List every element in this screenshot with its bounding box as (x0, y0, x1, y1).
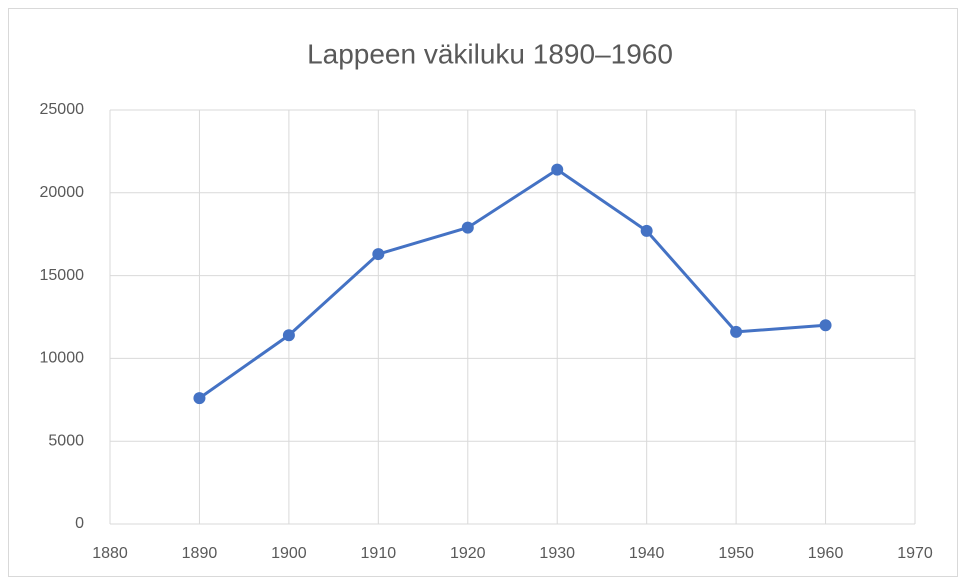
x-tick-label: 1890 (182, 545, 218, 562)
marker (551, 163, 564, 176)
x-tick-label: 1910 (361, 545, 397, 562)
y-tick-label: 25000 (40, 101, 85, 118)
x-tick-label: 1920 (450, 545, 486, 562)
chart-title: Lappeen väkiluku 1890–1960 (307, 38, 673, 69)
chart-frame (8, 8, 958, 577)
x-tick-label: 1930 (539, 545, 575, 562)
marker (819, 319, 832, 332)
y-tick-label: 10000 (40, 350, 85, 367)
y-tick-label: 5000 (48, 432, 84, 449)
marker (461, 221, 474, 234)
x-tick-label: 1900 (271, 545, 307, 562)
marker (372, 248, 385, 261)
line (198, 168, 826, 400)
x-tick-label: 1940 (629, 545, 665, 562)
x-tick-label: 1960 (808, 545, 844, 562)
y-tick-label: 15000 (40, 267, 85, 284)
marker (282, 329, 295, 342)
marker (193, 392, 206, 405)
marker (640, 224, 653, 237)
marker (730, 325, 743, 338)
x-tick-label: 1950 (718, 545, 754, 562)
x-tick-label: 1880 (92, 545, 128, 562)
x-tick-label: 1970 (897, 545, 933, 562)
y-tick-label: 0 (75, 515, 84, 532)
y-tick-label: 20000 (40, 184, 85, 201)
